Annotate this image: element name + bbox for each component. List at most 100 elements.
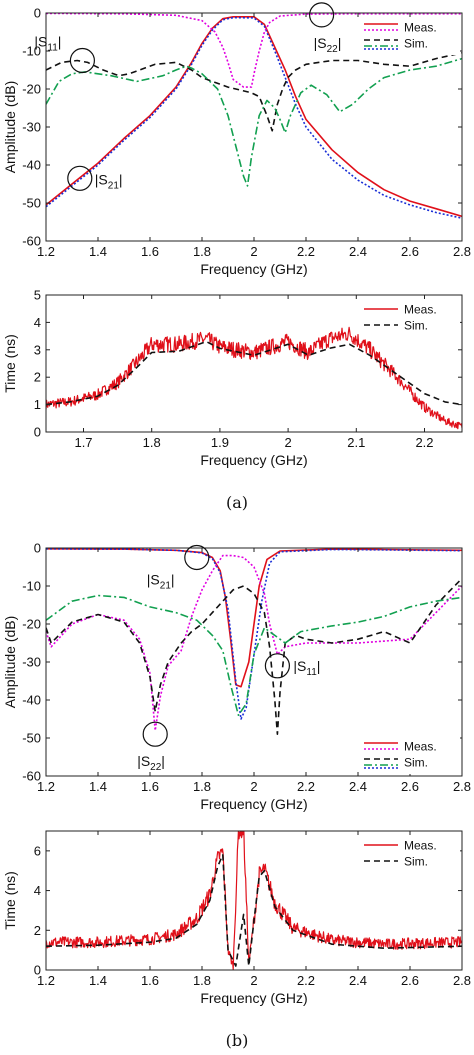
y-tick-label: 0 (34, 963, 41, 978)
annotation-S11: |S11| (34, 34, 96, 74)
legend-entry: Sim. (404, 855, 428, 869)
annotation-label: |S11| (293, 658, 320, 678)
x-axis-label: Frequency (GHz) (200, 796, 307, 812)
legend-entry: Meas. (404, 839, 437, 853)
y-tick-label: -30 (22, 120, 41, 135)
y-tick-label: 4 (34, 883, 41, 898)
legend-entry: Meas. (404, 21, 437, 35)
x-tick-label: 1.2 (37, 973, 55, 988)
series-group (46, 831, 462, 970)
legend-entry: Sim. (404, 37, 428, 51)
legend: Meas. Sim. (360, 299, 460, 333)
x-tick-label: 1.6 (141, 244, 159, 259)
legend: Meas. Sim. (360, 17, 460, 55)
y-tick-label: 2 (34, 923, 41, 938)
series-line-1 (46, 548, 462, 688)
y-tick-label: 0 (34, 541, 41, 556)
x-tick-label: 1.4 (89, 973, 107, 988)
x-tick-label: 1.8 (193, 973, 211, 988)
legend-entry: Meas. (404, 303, 437, 317)
x-tick-label: 2.4 (349, 779, 367, 794)
x-tick-label: 1.8 (193, 244, 211, 259)
series-line-5 (46, 57, 462, 187)
x-tick-label: 2.6 (401, 973, 419, 988)
y-tick-label: -30 (22, 655, 41, 670)
chart-b-amp: 1.2 1.4 1.6 1.8 2 2.2 2.4 2.6 2.8 0 -10 -20 -30 -40 -5… (2, 541, 471, 813)
annotation-label: |S21| (147, 572, 175, 592)
x-tick-label: 1.9 (211, 435, 229, 450)
series-group (46, 326, 462, 430)
y-tick-label: -20 (22, 82, 41, 97)
x-tick-label: 2.2 (297, 779, 315, 794)
x-axis-label: Frequency (GHz) (200, 452, 307, 468)
y-tick-label: 3 (34, 342, 41, 357)
series-group (46, 548, 462, 736)
annotation-circle (142, 721, 168, 747)
annotation-circle (184, 544, 210, 571)
x-tick-label: 2 (250, 244, 257, 259)
annotation-circle (264, 653, 290, 679)
x-tick-label: 2.1 (347, 435, 365, 450)
x-tick-label: 1.8 (143, 435, 161, 450)
y-tick-label: -50 (22, 196, 41, 211)
series-line-4 (46, 52, 462, 132)
x-tick-label: 2.8 (453, 244, 471, 259)
x-tick-label: 1.7 (74, 435, 92, 450)
series-line-5 (46, 594, 462, 717)
x-tick-label: 2.8 (453, 779, 471, 794)
y-tick-label: -40 (22, 158, 41, 173)
x-tick-label: 2.4 (349, 973, 367, 988)
y-axis-label: Time (ns) (2, 871, 18, 930)
legend: Meas. Sim. (360, 835, 460, 869)
series-line-3 (46, 13, 462, 88)
y-tick-label: 6 (34, 843, 41, 858)
x-tick-label: 1.6 (141, 973, 159, 988)
annotation-circle (309, 2, 335, 28)
x-tick-label: 2.6 (401, 244, 419, 259)
annotation-S11: |S11| (264, 653, 320, 679)
series-line-2 (46, 853, 462, 967)
x-tick-label: 1.6 (141, 779, 159, 794)
plot-frame (45, 294, 463, 433)
panel-a: 1.2 1.4 1.6 1.8 2 2.2 2.4 2.6 2.8 0 -10 -20 -30 -40 -5… (2, 2, 471, 468)
y-tick-label: -10 (22, 579, 41, 594)
series-line-2 (46, 340, 462, 406)
panel-label-b: (b) (226, 1031, 249, 1050)
y-tick-label: 4 (34, 315, 41, 330)
series-line-3 (46, 554, 462, 732)
annotation-S22: |S22| (137, 721, 168, 773)
y-tick-label: 2 (34, 370, 41, 385)
chart-b-time: 1.2 1.4 1.6 1.8 2 2.2 2.4 2.6 2.8 0 2 4 6 Frequency (… (2, 830, 471, 1006)
series-line-2 (46, 548, 462, 720)
x-tick-label: 2.2 (297, 973, 315, 988)
x-tick-label: 2.2 (415, 435, 433, 450)
series-line-4 (46, 577, 462, 736)
legend-entry: Sim. (404, 756, 428, 770)
x-tick-label: 1.8 (193, 779, 211, 794)
annotation-S21: |S21| (67, 165, 123, 191)
annotation-S21: |S21| (147, 544, 210, 592)
x-tick-label: 2.4 (349, 244, 367, 259)
annotation-label: |S22| (137, 753, 165, 773)
x-tick-label: 2.2 (297, 244, 315, 259)
legend-entry: Sim. (404, 319, 428, 333)
annotation-circle (69, 47, 96, 74)
y-tick-label: 0 (34, 6, 41, 21)
annotation-circle (67, 165, 93, 191)
x-tick-label: 1.2 (37, 244, 55, 259)
y-tick-label: -60 (22, 769, 41, 784)
y-tick-label: -40 (22, 693, 41, 708)
chart-a-amp: 1.2 1.4 1.6 1.8 2 2.2 2.4 2.6 2.8 0 -10 -20 -30 -40 -5… (2, 2, 471, 277)
x-tick-label: 1.4 (89, 244, 107, 259)
x-tick-label: 2 (284, 435, 291, 450)
series-line-1 (46, 326, 462, 430)
y-tick-label: -60 (22, 234, 41, 249)
x-tick-label: 2 (250, 779, 257, 794)
x-tick-label: 2.6 (401, 779, 419, 794)
x-tick-label: 1.2 (37, 779, 55, 794)
legend: Meas. Sim. (360, 736, 460, 774)
chart-a-time: 1.7 1.8 1.9 2 2.1 2.2 0 1 2 3 4 5 Frequency (GHz) Tim… (2, 288, 463, 468)
y-tick-label: -20 (22, 617, 41, 632)
y-tick-label: 1 (34, 397, 41, 412)
